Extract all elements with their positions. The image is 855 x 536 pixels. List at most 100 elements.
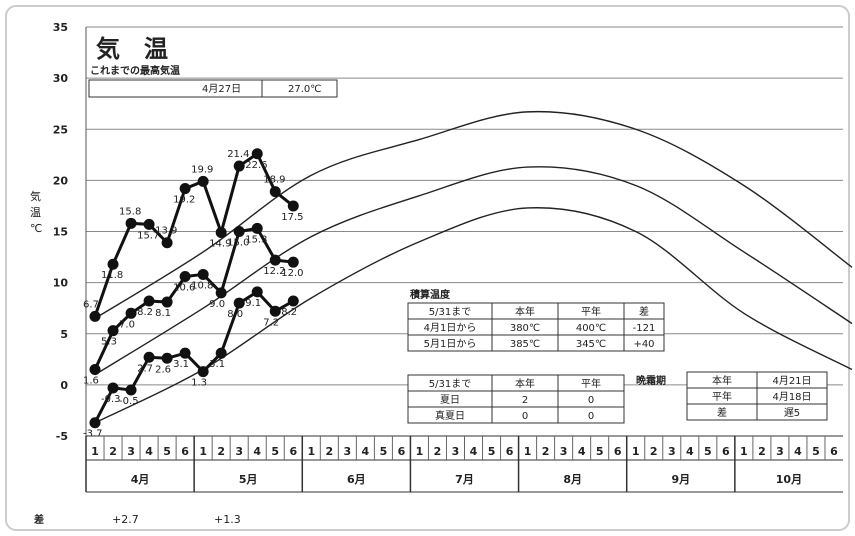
- acc-table-cell-text: 380℃: [510, 323, 540, 334]
- pentad-label: 3: [127, 445, 135, 458]
- y-axis-label-text: 気温℃: [30, 189, 42, 235]
- data-point: [288, 257, 299, 268]
- acc-table-cell-text: 5月1日から: [424, 338, 477, 350]
- days-table-cell-text: 平年: [581, 377, 601, 390]
- data-label: -0.3: [101, 394, 121, 405]
- pentad-label: 3: [560, 445, 568, 458]
- data-point: [108, 259, 119, 270]
- diff-value-2: +1.3: [214, 513, 241, 526]
- data-point: [234, 226, 245, 237]
- data-label: 19.9: [191, 164, 213, 175]
- acc-table-cell-text: -121: [633, 323, 656, 334]
- pentad-label: 4: [253, 445, 261, 458]
- pentad-label: 5: [812, 445, 820, 458]
- month-label: 10月: [776, 473, 802, 486]
- frost-table-cell-text: 遅5: [784, 407, 800, 419]
- y-tick-label: 15: [53, 226, 68, 239]
- data-label: 8.2: [137, 307, 153, 318]
- data-label: 22.6: [245, 160, 267, 171]
- pentad-label: 1: [307, 445, 315, 458]
- month-label: 6月: [347, 473, 366, 486]
- data-label: 5.3: [101, 337, 117, 348]
- pentad-label: 2: [217, 445, 225, 458]
- diff-label: 差: [34, 513, 44, 526]
- data-point: [198, 366, 209, 377]
- data-label: 9.1: [245, 298, 261, 309]
- data-label: 9.0: [209, 299, 225, 310]
- data-point: [162, 297, 173, 308]
- data-label: 1.6: [83, 376, 99, 387]
- data-label: 3.1: [173, 359, 189, 370]
- data-point: [144, 296, 155, 307]
- data-label: 8.1: [155, 308, 171, 319]
- data-point: [126, 308, 137, 319]
- data-label: 18.9: [263, 175, 285, 186]
- pentad-label: 4: [794, 445, 802, 458]
- pentad-label: 3: [452, 445, 460, 458]
- y-axis-label: 気温℃: [30, 189, 42, 235]
- days-table-cell-text: 5/31まで: [429, 378, 471, 390]
- data-point: [90, 417, 101, 428]
- data-point: [90, 364, 101, 375]
- data-label: 7.2: [263, 317, 279, 328]
- data-point: [144, 219, 155, 230]
- frost-table-cell-text: 4月21日: [772, 375, 811, 387]
- data-point: [198, 176, 209, 187]
- acc-table-cell-text: +40: [633, 339, 654, 350]
- pentad-label: 3: [235, 445, 243, 458]
- data-label: 13.9: [155, 226, 177, 237]
- month-label: 4月: [131, 473, 150, 486]
- pentad-label: 5: [488, 445, 496, 458]
- pentad-label: 4: [686, 445, 694, 458]
- data-point: [252, 223, 263, 234]
- pentad-label: 6: [722, 445, 730, 458]
- data-point: [216, 348, 227, 359]
- data-point: [162, 353, 173, 364]
- data-point: [198, 269, 209, 280]
- pentad-label: 6: [614, 445, 622, 458]
- pentad-label: 2: [434, 445, 442, 458]
- month-label: 8月: [563, 473, 582, 486]
- pentad-label: 2: [650, 445, 658, 458]
- pentad-label: 5: [163, 445, 171, 458]
- data-point: [252, 286, 263, 297]
- data-point: [252, 148, 263, 159]
- record-value: 27.0℃: [288, 84, 322, 95]
- record-date: 4月27日: [202, 83, 241, 95]
- data-label: 19.2: [173, 195, 195, 206]
- days-table-cell-text: 真夏日: [435, 409, 465, 422]
- data-point: [180, 271, 191, 282]
- y-tick-label: -5: [56, 430, 68, 443]
- acc-table-cell-text: 345℃: [576, 339, 606, 350]
- pentad-label: 1: [740, 445, 748, 458]
- pentad-label: 1: [632, 445, 640, 458]
- data-label: 7.0: [119, 319, 135, 330]
- month-label: 5月: [239, 473, 258, 486]
- days-table-cell-text: 2: [522, 395, 528, 406]
- data-point: [216, 287, 227, 298]
- data-label: 15.8: [119, 206, 141, 217]
- acc-table-cell-text: 平年: [581, 305, 601, 318]
- data-label: 17.5: [281, 212, 303, 223]
- y-tick-label: 30: [53, 72, 69, 85]
- pentad-label: 6: [398, 445, 406, 458]
- accumulated-temp-title: 積算温度: [409, 288, 451, 301]
- data-point: [126, 384, 137, 395]
- frost-table-cell-text: 4月18日: [772, 391, 811, 403]
- data-point: [270, 186, 281, 197]
- days-table-cell-text: 夏日: [440, 394, 460, 406]
- y-tick-label: 20: [53, 174, 69, 187]
- y-tick-label: 5: [60, 328, 68, 341]
- data-label: 12.0: [281, 268, 303, 279]
- days-table-cell-text: 0: [588, 411, 594, 422]
- data-point: [108, 325, 119, 336]
- diff-value-1: +2.7: [112, 513, 139, 526]
- pentad-label: 1: [91, 445, 99, 458]
- acc-table-cell-text: 5/31まで: [429, 306, 471, 318]
- pentad-label: 4: [470, 445, 478, 458]
- month-label: 9月: [671, 473, 690, 486]
- pentad-label: 4: [362, 445, 370, 458]
- y-tick-label: 10: [53, 277, 69, 290]
